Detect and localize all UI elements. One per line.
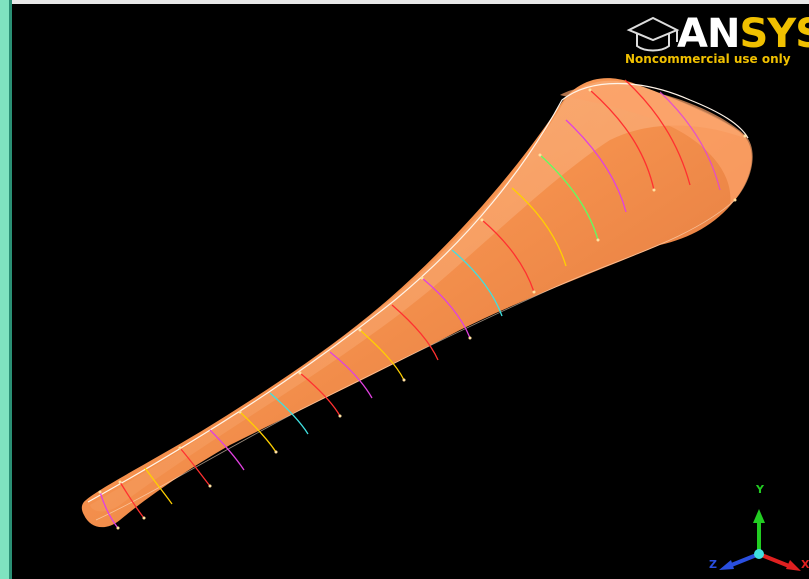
- triad-x-label: X: [801, 558, 809, 571]
- leading-edge-line: [87, 82, 749, 503]
- blade-top-face: [90, 80, 745, 512]
- graphics-viewport[interactable]: [12, 0, 809, 579]
- logo-brand-sys: SYS: [739, 11, 809, 57]
- section-lines: [99, 79, 721, 529]
- logo-brand-text: ANSYS: [677, 12, 809, 56]
- triad-z-label: Z: [709, 558, 717, 571]
- logo-brand-an: AN: [677, 11, 740, 57]
- trailing-edge-line: [95, 199, 736, 521]
- blade-model-svg: [81, 78, 753, 530]
- ansys-logo-icon: ANSYS Noncommercial use only: [619, 10, 809, 70]
- coordinate-triad-icon: Y Z X: [709, 469, 809, 579]
- mesh-nodes: [98, 88, 747, 530]
- blade-tip-cap: [560, 85, 753, 205]
- viewport-top-border: [12, 0, 809, 4]
- mortarboard-icon: [626, 16, 680, 52]
- triad-svg: [719, 509, 801, 571]
- triad-y-label: Y: [756, 483, 764, 496]
- side-panel-edge: [9, 0, 12, 579]
- side-panel-strip: [0, 0, 12, 579]
- logo-tagline: Noncommercial use only: [625, 52, 791, 66]
